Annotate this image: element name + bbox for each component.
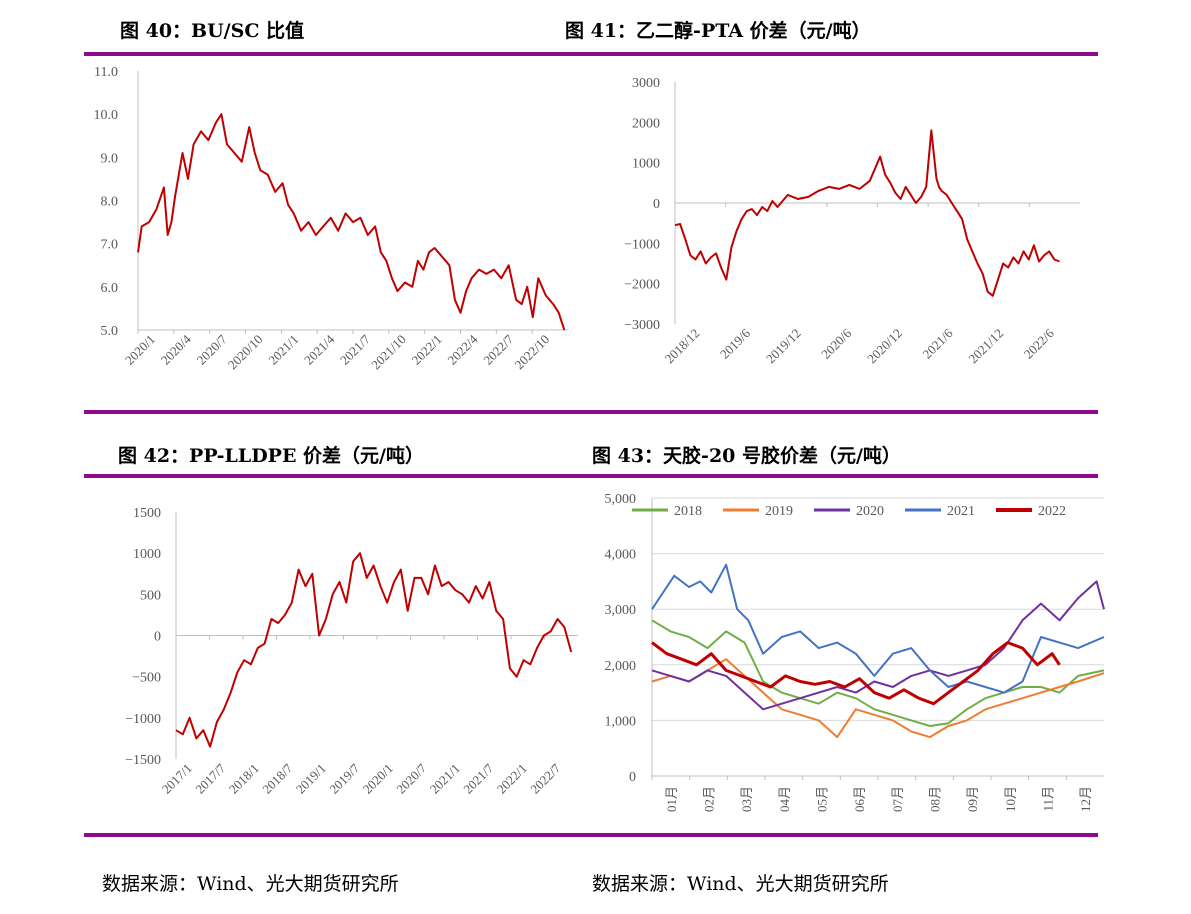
series-line-2018 — [651, 619, 1105, 727]
divider-top — [84, 52, 1098, 56]
source-left: 数据来源：Wind、光大期货研究所 — [102, 873, 399, 895]
y-tick-label: 10.0 — [94, 108, 119, 123]
y-tick-label: 4,000 — [605, 548, 637, 563]
y-tick-label: 11.0 — [94, 65, 118, 80]
y-tick-label: 6.0 — [101, 281, 119, 296]
source-right: 数据来源：Wind、光大期货研究所 — [592, 873, 889, 895]
y-tick-label: −1000 — [125, 712, 161, 727]
y-tick-label: −1000 — [624, 237, 660, 252]
y-tick-label: 3,000 — [605, 603, 637, 618]
x-tick-label: 06月 — [852, 786, 867, 812]
series-line-2019 — [651, 658, 1105, 739]
y-tick-label: 3000 — [632, 76, 660, 91]
legend-label-2021: 2021 — [947, 504, 975, 519]
y-tick-label: 0 — [629, 770, 636, 785]
y-tick-label: 500 — [140, 588, 161, 603]
series-line-PP-LLDPE — [175, 552, 573, 748]
y-tick-label: 1000 — [632, 157, 660, 172]
y-tick-label: −500 — [132, 671, 161, 686]
x-tick-label: 04月 — [777, 786, 792, 812]
x-tick-label: 10月 — [1003, 786, 1018, 812]
y-tick-label: 0 — [154, 630, 161, 645]
y-tick-label: −3000 — [624, 318, 660, 333]
y-tick-label: −2000 — [624, 278, 660, 293]
series-line-乙二醇-PTA — [674, 129, 1060, 297]
y-tick-label: 2000 — [632, 116, 660, 131]
legend-label-2018: 2018 — [674, 504, 702, 519]
caption-fig41: 图 41：乙二醇-PTA 价差（元/吨） — [565, 20, 871, 42]
divider-middle — [84, 410, 1098, 414]
y-tick-label: 7.0 — [101, 238, 119, 253]
series-line-2021 — [651, 563, 1105, 694]
y-tick-label: 5,000 — [605, 492, 637, 507]
legend-label-2019: 2019 — [765, 504, 793, 519]
x-tick-label: 02月 — [702, 786, 717, 812]
y-tick-label: 2,000 — [605, 659, 637, 674]
y-tick-label: 1,000 — [605, 714, 637, 729]
y-tick-label: 1500 — [133, 506, 161, 521]
legend-label-2020: 2020 — [856, 504, 884, 519]
caption-fig42: 图 42：PP-LLDPE 价差（元/吨） — [118, 445, 424, 467]
y-tick-label: 0 — [653, 197, 660, 212]
y-tick-label: 5.0 — [101, 324, 119, 339]
x-tick-label: 12月 — [1078, 786, 1093, 812]
y-tick-label: 9.0 — [101, 151, 119, 166]
y-tick-label: 8.0 — [101, 195, 119, 210]
x-tick-label: 11月 — [1041, 786, 1056, 812]
x-tick-label: 07月 — [890, 786, 905, 812]
x-tick-label: 01月 — [664, 786, 679, 812]
series-line-BU/SC — [137, 113, 566, 331]
series-line-2020 — [651, 580, 1105, 711]
divider-left-lower — [84, 474, 1098, 478]
x-tick-label: 08月 — [928, 786, 943, 812]
x-tick-label: 03月 — [739, 786, 754, 812]
caption-fig40: 图 40：BU/SC 比值 — [120, 20, 305, 42]
y-tick-label: 1000 — [133, 547, 161, 562]
y-tick-label: −1500 — [125, 753, 161, 768]
legend-label-2022: 2022 — [1038, 504, 1066, 519]
caption-fig43: 图 43：天胶-20 号胶价差（元/吨） — [592, 445, 901, 467]
series-line-2022 — [651, 641, 1061, 706]
x-tick-label: 09月 — [965, 786, 980, 812]
x-tick-label: 05月 — [815, 786, 830, 812]
divider-bottom — [84, 833, 1098, 837]
